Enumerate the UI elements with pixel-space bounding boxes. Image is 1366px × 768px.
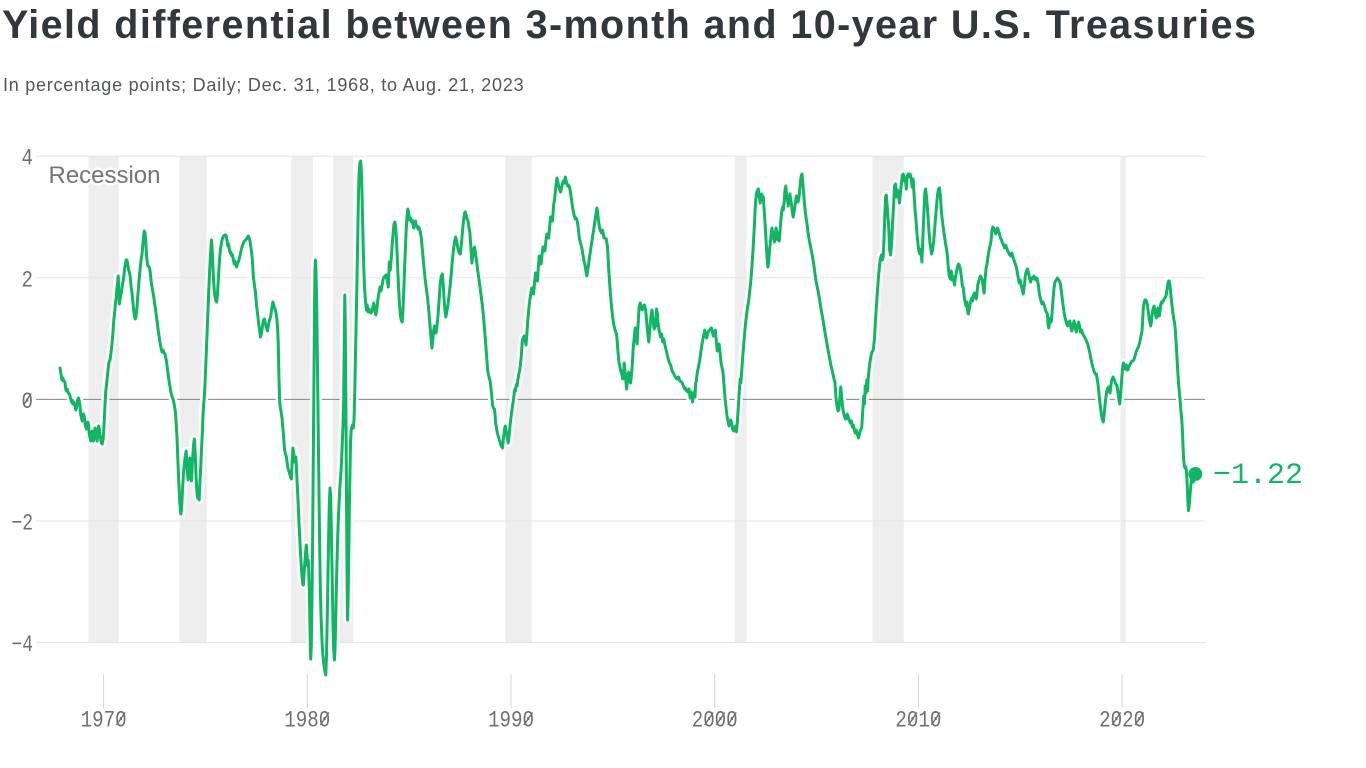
svg-text:4: 4: [22, 146, 34, 172]
svg-text:Recession: Recession: [49, 162, 161, 189]
svg-text:−1.22: −1.22: [1213, 459, 1303, 493]
svg-text:−2: −2: [11, 511, 33, 537]
svg-text:0: 0: [22, 389, 34, 415]
svg-text:2: 2: [22, 267, 34, 293]
svg-text:−4: −4: [11, 632, 33, 658]
